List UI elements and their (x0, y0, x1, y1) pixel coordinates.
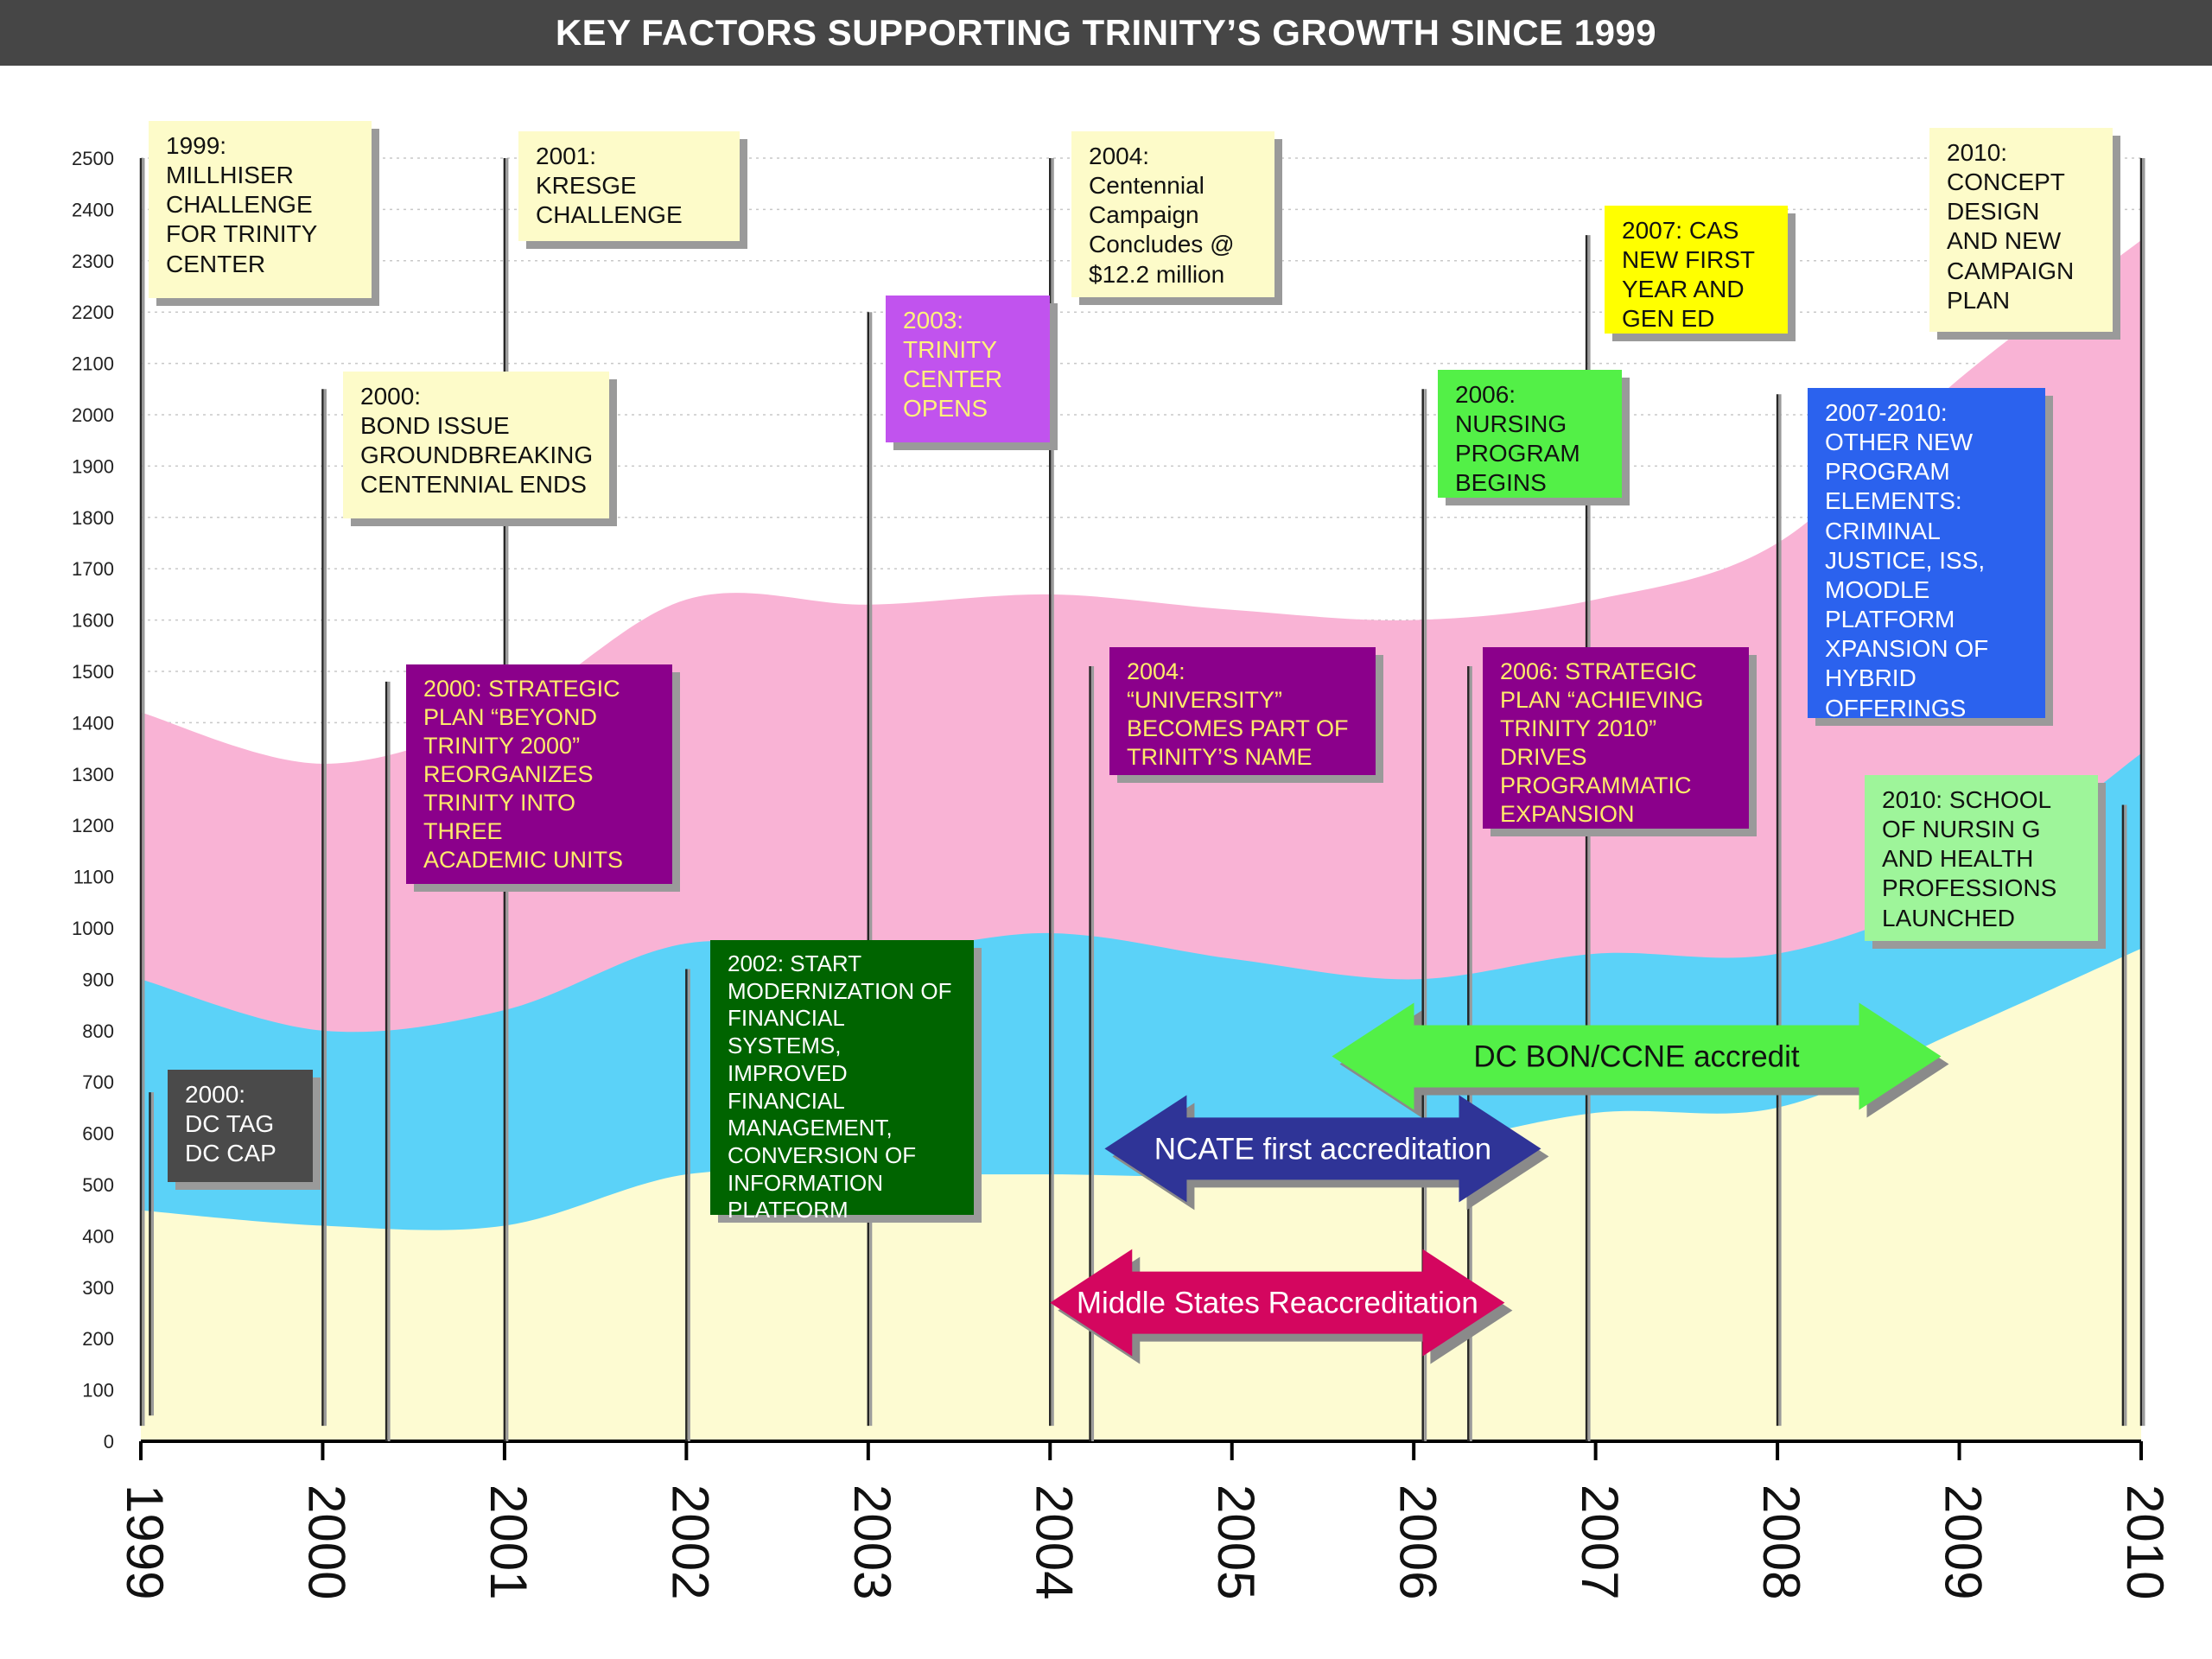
annotation-note: 2000: STRATEGIC PLAN “BEYOND TRINITY 200… (406, 664, 672, 884)
x-tick-label: 2001 (480, 1484, 537, 1599)
annotation-note: 2003: TRINITY CENTER OPENS (886, 296, 1050, 442)
annotation-note: 2004: “UNIVERSITY” BECOMES PART OF TRINI… (1109, 647, 1376, 775)
x-tick-label: 2007 (1571, 1484, 1629, 1599)
x-tick-label: 2006 (1389, 1484, 1446, 1599)
y-tick-label: 600 (82, 1123, 114, 1145)
chart-title: KEY FACTORS SUPPORTING TRINITY’S GROWTH … (0, 0, 2212, 66)
y-tick-label: 100 (82, 1380, 114, 1402)
y-tick-label: 2400 (72, 199, 114, 220)
x-tick-label: 2005 (1207, 1484, 1265, 1599)
x-tick-label: 1999 (116, 1484, 174, 1599)
x-tick-label: 2000 (298, 1484, 356, 1599)
annotation-note: 2006: NURSING PROGRAM BEGINS (1438, 370, 1622, 498)
y-tick-label: 1300 (72, 764, 114, 785)
y-tick-label: 1200 (72, 815, 114, 836)
y-tick-label: 900 (82, 969, 114, 990)
accreditation-arrows: DC BON/CCNE accredit NCATE first accredit… (1050, 1002, 1949, 1364)
x-tick-label: 2009 (1935, 1484, 1993, 1599)
annotation-note: 2007-2010: OTHER NEW PROGRAM ELEMENTS: C… (1808, 388, 2045, 721)
accreditation-arrow: Middle States Reaccreditation (1050, 1249, 1513, 1364)
y-tick-label: 2000 (72, 404, 114, 426)
y-tick-label: 1000 (72, 918, 114, 939)
axes: 1999 2000 2001 2002 2003 2004 2005 2006 2007 2008… (72, 148, 2174, 1599)
x-tick-label: 2010 (2116, 1484, 2174, 1599)
y-tick-label: 1400 (72, 712, 114, 734)
annotation-note: 2010: CONCEPT DESIGN AND NEW CAMPAIGN PL… (1929, 128, 2113, 332)
y-tick-label: 1800 (72, 507, 114, 529)
annotation-note: 2004: Centennial Campaign Concludes @ $1… (1071, 131, 1274, 297)
double-arrow-shape (1332, 1002, 1942, 1110)
accreditation-arrow: DC BON/CCNE accredit (1332, 1002, 1949, 1118)
y-tick-label: 800 (82, 1020, 114, 1042)
double-arrow-shape (1050, 1249, 1505, 1357)
arrow-label: Middle States Reaccreditation (1077, 1287, 1478, 1320)
y-tick-label: 1900 (72, 455, 114, 477)
y-tick-label: 1700 (72, 558, 114, 580)
annotation-note: 2002: START MODERNIZATION OF FINANCIAL S… (710, 940, 974, 1223)
stacked-areas (141, 240, 2141, 1441)
y-tick-label: 700 (82, 1071, 114, 1093)
y-tick-label: 400 (82, 1225, 114, 1247)
x-tick-label: 2003 (843, 1484, 901, 1599)
x-tick-label: 2002 (662, 1484, 720, 1599)
y-tick-label: 2100 (72, 353, 114, 375)
annotation-note: 2000: BOND ISSUE GROUNDBREAKING CENTENNI… (343, 372, 609, 518)
annotation-note: 2006: STRATEGIC PLAN “ACHIEVING TRINITY … (1483, 647, 1749, 829)
x-tick-label: 2008 (1752, 1484, 1810, 1599)
annotation-note: 2007: CAS NEW FIRST YEAR AND GEN ED (1605, 206, 1788, 334)
y-tick-label: 1500 (72, 661, 114, 683)
y-tick-label: 2300 (72, 251, 114, 272)
area-series (141, 948, 2141, 1441)
annotation-note: 1999: MILLHISER CHALLENGE FOR TRINITY CE… (149, 121, 372, 298)
annotation-note: 2000: DC TAG DC CAP (168, 1070, 313, 1182)
y-tick-label: 2200 (72, 302, 114, 323)
y-tick-label: 300 (82, 1277, 114, 1299)
accreditation-arrow: NCATE first accreditation (1104, 1095, 1549, 1211)
y-tick-label: 0 (104, 1431, 114, 1452)
y-tick-label: 200 (82, 1328, 114, 1350)
double-arrow-shape (1104, 1095, 1541, 1203)
y-tick-label: 1600 (72, 610, 114, 632)
y-tick-label: 500 (82, 1174, 114, 1196)
annotation-note: 2001: KRESGE CHALLENGE (518, 131, 740, 241)
arrow-label: NCATE first accreditation (1154, 1132, 1491, 1166)
y-tick-label: 2500 (72, 148, 114, 169)
y-tick-label: 1100 (73, 867, 114, 888)
arrow-label: DC BON/CCNE accredit (1473, 1040, 1800, 1074)
annotation-note: 2010: SCHOOL OF NURSIN G AND HEALTH PROF… (1865, 775, 2098, 941)
x-tick-label: 2004 (1025, 1484, 1083, 1599)
